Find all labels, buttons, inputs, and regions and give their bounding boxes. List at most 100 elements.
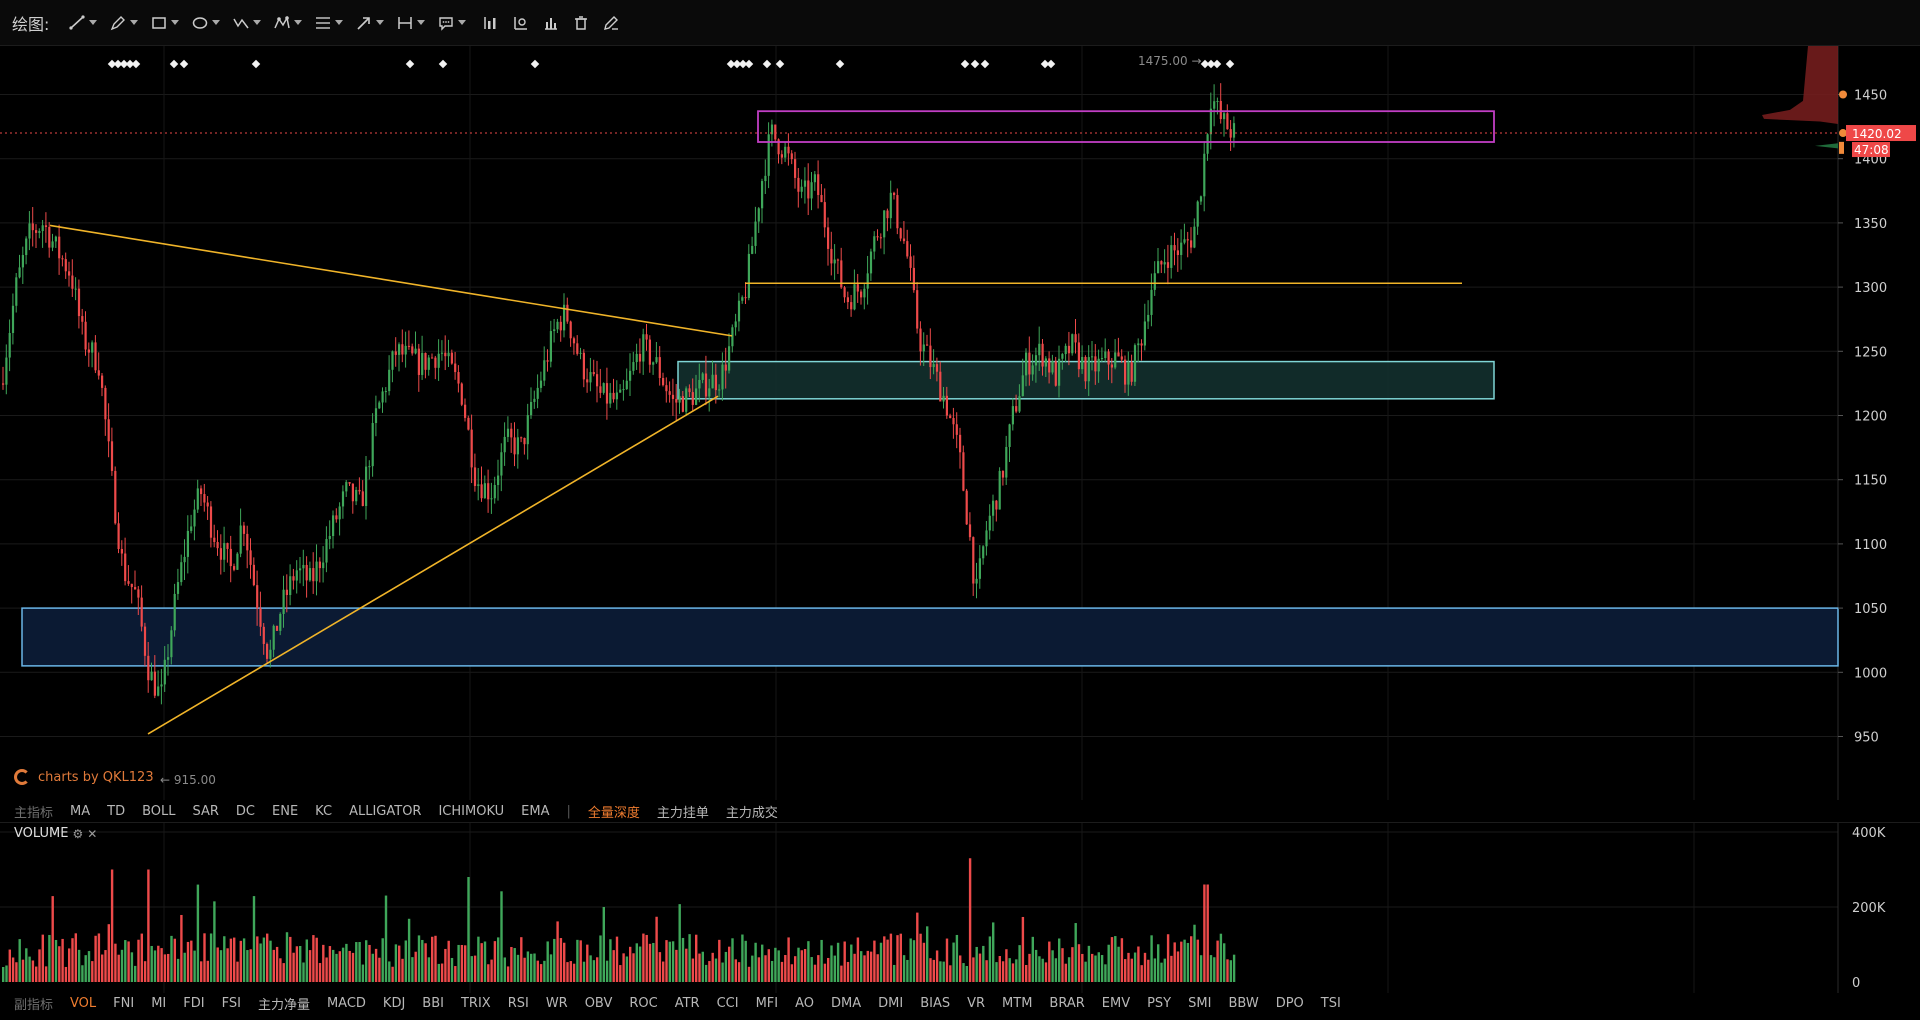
event-marker[interactable] bbox=[405, 59, 415, 69]
indicator-tab-fsi[interactable]: FSI bbox=[221, 995, 241, 1011]
toolbar-tool-arrow[interactable] bbox=[350, 8, 389, 38]
indicator-tab-psy[interactable]: PSY bbox=[1147, 995, 1172, 1011]
event-marker[interactable] bbox=[1212, 59, 1222, 69]
indicator-tab-obv[interactable]: OBV bbox=[584, 995, 613, 1011]
indicator-tab-extra[interactable]: 主力挂单 bbox=[656, 805, 709, 821]
indicator-tab-extra[interactable]: 主力成交 bbox=[725, 805, 778, 821]
event-marker[interactable] bbox=[835, 59, 845, 69]
indicator-tab-emv[interactable]: EMV bbox=[1101, 995, 1131, 1011]
event-marker[interactable] bbox=[169, 59, 179, 69]
indicator-tab-ene[interactable]: ENE bbox=[272, 803, 299, 819]
toolbar-tool-bar-chart[interactable] bbox=[477, 8, 505, 38]
indicator-tab-sar[interactable]: SAR bbox=[192, 803, 219, 819]
toolbar-tool-fibonacci[interactable] bbox=[309, 8, 348, 38]
toolbar-tool-measure[interactable] bbox=[391, 8, 430, 38]
indicator-tab-tsi[interactable]: TSI bbox=[1320, 995, 1341, 1011]
chevron-down-icon[interactable] bbox=[130, 20, 139, 25]
indicator-tab-smi[interactable]: SMI bbox=[1188, 995, 1212, 1011]
indicator-tab-dpo[interactable]: DPO bbox=[1275, 995, 1304, 1011]
event-marker[interactable] bbox=[251, 59, 261, 69]
volume-bar bbox=[292, 952, 295, 982]
indicator-tab-alligator[interactable]: ALLIGATOR bbox=[349, 803, 422, 819]
indicator-tab-cci[interactable]: CCI bbox=[716, 995, 739, 1011]
chevron-down-icon[interactable] bbox=[212, 20, 221, 25]
toolbar-tool-zigzag-pattern[interactable] bbox=[227, 8, 266, 38]
indicator-tab-mfi[interactable]: MFI bbox=[755, 995, 779, 1011]
chevron-down-icon[interactable] bbox=[171, 20, 180, 25]
event-marker[interactable] bbox=[744, 59, 754, 69]
indicator-tab-mtm[interactable]: MTM bbox=[1002, 995, 1033, 1011]
volume-bar bbox=[576, 939, 579, 982]
event-marker[interactable] bbox=[1046, 59, 1056, 69]
event-marker[interactable] bbox=[1225, 59, 1235, 69]
toolbar-tool-comment[interactable] bbox=[432, 8, 471, 38]
indicator-tab-roc[interactable]: ROC bbox=[629, 995, 658, 1011]
indicator-tab-trix[interactable]: TRIX bbox=[460, 995, 491, 1011]
event-marker[interactable] bbox=[131, 59, 141, 69]
chevron-down-icon[interactable] bbox=[89, 20, 98, 25]
indicator-tab-fdi[interactable]: FDI bbox=[183, 995, 205, 1011]
volume-bar bbox=[68, 948, 71, 982]
candle bbox=[1001, 470, 1005, 486]
event-marker[interactable] bbox=[438, 59, 448, 69]
indicator-tab-fni[interactable]: FNI bbox=[113, 995, 135, 1011]
indicator-tab-ma[interactable]: MA bbox=[70, 803, 91, 819]
indicator-tab-dmi[interactable]: DMI bbox=[878, 995, 904, 1011]
close-icon[interactable]: ✕ bbox=[87, 826, 98, 841]
indicator-tab-wr[interactable]: WR bbox=[545, 995, 568, 1011]
toolbar-tool-trash[interactable] bbox=[567, 8, 595, 38]
price-chart-canvas[interactable]: 1450140013501300125012001150110010501000… bbox=[0, 46, 1920, 800]
indicator-tab-ema[interactable]: EMA bbox=[521, 803, 550, 819]
chevron-down-icon[interactable] bbox=[335, 20, 344, 25]
indicator-tab-extra[interactable]: 全量深度 bbox=[587, 805, 640, 821]
support-zone-blue[interactable] bbox=[21, 607, 1839, 667]
indicator-tab-dma[interactable]: DMA bbox=[831, 995, 862, 1011]
toolbar-tool-rectangle[interactable] bbox=[145, 8, 184, 38]
event-marker[interactable] bbox=[179, 59, 189, 69]
event-marker[interactable] bbox=[762, 59, 772, 69]
toolbar-tool-pen-tool[interactable] bbox=[104, 8, 143, 38]
volume-bar bbox=[1041, 958, 1044, 982]
indicator-tab-ichimoku[interactable]: ICHIMOKU bbox=[438, 803, 505, 819]
indicator-tab-mi[interactable]: MI bbox=[151, 995, 167, 1011]
indicator-tab-vol[interactable]: VOL bbox=[70, 995, 97, 1011]
chevron-down-icon[interactable] bbox=[376, 20, 385, 25]
event-marker[interactable] bbox=[530, 59, 540, 69]
chevron-down-icon[interactable] bbox=[458, 20, 467, 25]
indicator-tab-bbi[interactable]: BBI bbox=[422, 995, 444, 1011]
indicator-tab-ao[interactable]: AO bbox=[795, 995, 814, 1011]
indicator-tab-vr[interactable]: VR bbox=[967, 995, 986, 1011]
trend-line-descending[interactable] bbox=[49, 224, 733, 337]
event-marker[interactable] bbox=[960, 59, 970, 69]
toolbar-tool-ellipse[interactable] bbox=[186, 8, 225, 38]
event-marker[interactable] bbox=[970, 59, 980, 69]
indicator-tab-boll[interactable]: BOLL bbox=[142, 803, 176, 819]
toolbar-tool-edit-pencil[interactable] bbox=[597, 8, 625, 38]
indicator-tab-atr[interactable]: ATR bbox=[674, 995, 700, 1011]
indicator-tab-brar[interactable]: BRAR bbox=[1049, 995, 1085, 1011]
toolbar-tool-chart-settings[interactable] bbox=[507, 8, 535, 38]
price-chart[interactable]: 1450 1400 1350 1300 1250 1200 1150 1100 1050 1000… bbox=[0, 46, 1920, 800]
indicator-tab-macd[interactable]: MACD bbox=[326, 995, 366, 1011]
indicator-tab-kdj[interactable]: KDJ bbox=[382, 995, 406, 1011]
indicator-tab-td[interactable]: TD bbox=[107, 803, 126, 819]
chevron-down-icon[interactable] bbox=[417, 20, 426, 25]
indicator-tab-主力净量[interactable]: 主力净量 bbox=[257, 997, 310, 1013]
volume-panel[interactable]: 400K 200K 0 bbox=[0, 822, 1920, 993]
toolbar-tool-pattern-points[interactable] bbox=[268, 8, 307, 38]
indicator-tab-kc[interactable]: KC bbox=[315, 803, 333, 819]
toolbar-tool-indicator[interactable] bbox=[537, 8, 565, 38]
indicator-tab-dc[interactable]: DC bbox=[235, 803, 256, 819]
toolbar-tool-trend-line[interactable] bbox=[63, 8, 102, 38]
event-marker[interactable] bbox=[775, 59, 785, 69]
resistance-zone-purple[interactable] bbox=[757, 110, 1495, 143]
event-marker[interactable] bbox=[980, 59, 990, 69]
chevron-down-icon[interactable] bbox=[253, 20, 262, 25]
gear-icon[interactable]: ⚙ bbox=[72, 826, 84, 841]
indicator-tab-bias[interactable]: BIAS bbox=[920, 995, 951, 1011]
volume-chart-canvas[interactable]: 400K 200K 0 bbox=[0, 823, 1920, 993]
chevron-down-icon[interactable] bbox=[294, 20, 303, 25]
trend-line-ascending[interactable] bbox=[147, 395, 719, 735]
indicator-tab-bbw[interactable]: BBW bbox=[1228, 995, 1259, 1011]
indicator-tab-rsi[interactable]: RSI bbox=[507, 995, 529, 1011]
